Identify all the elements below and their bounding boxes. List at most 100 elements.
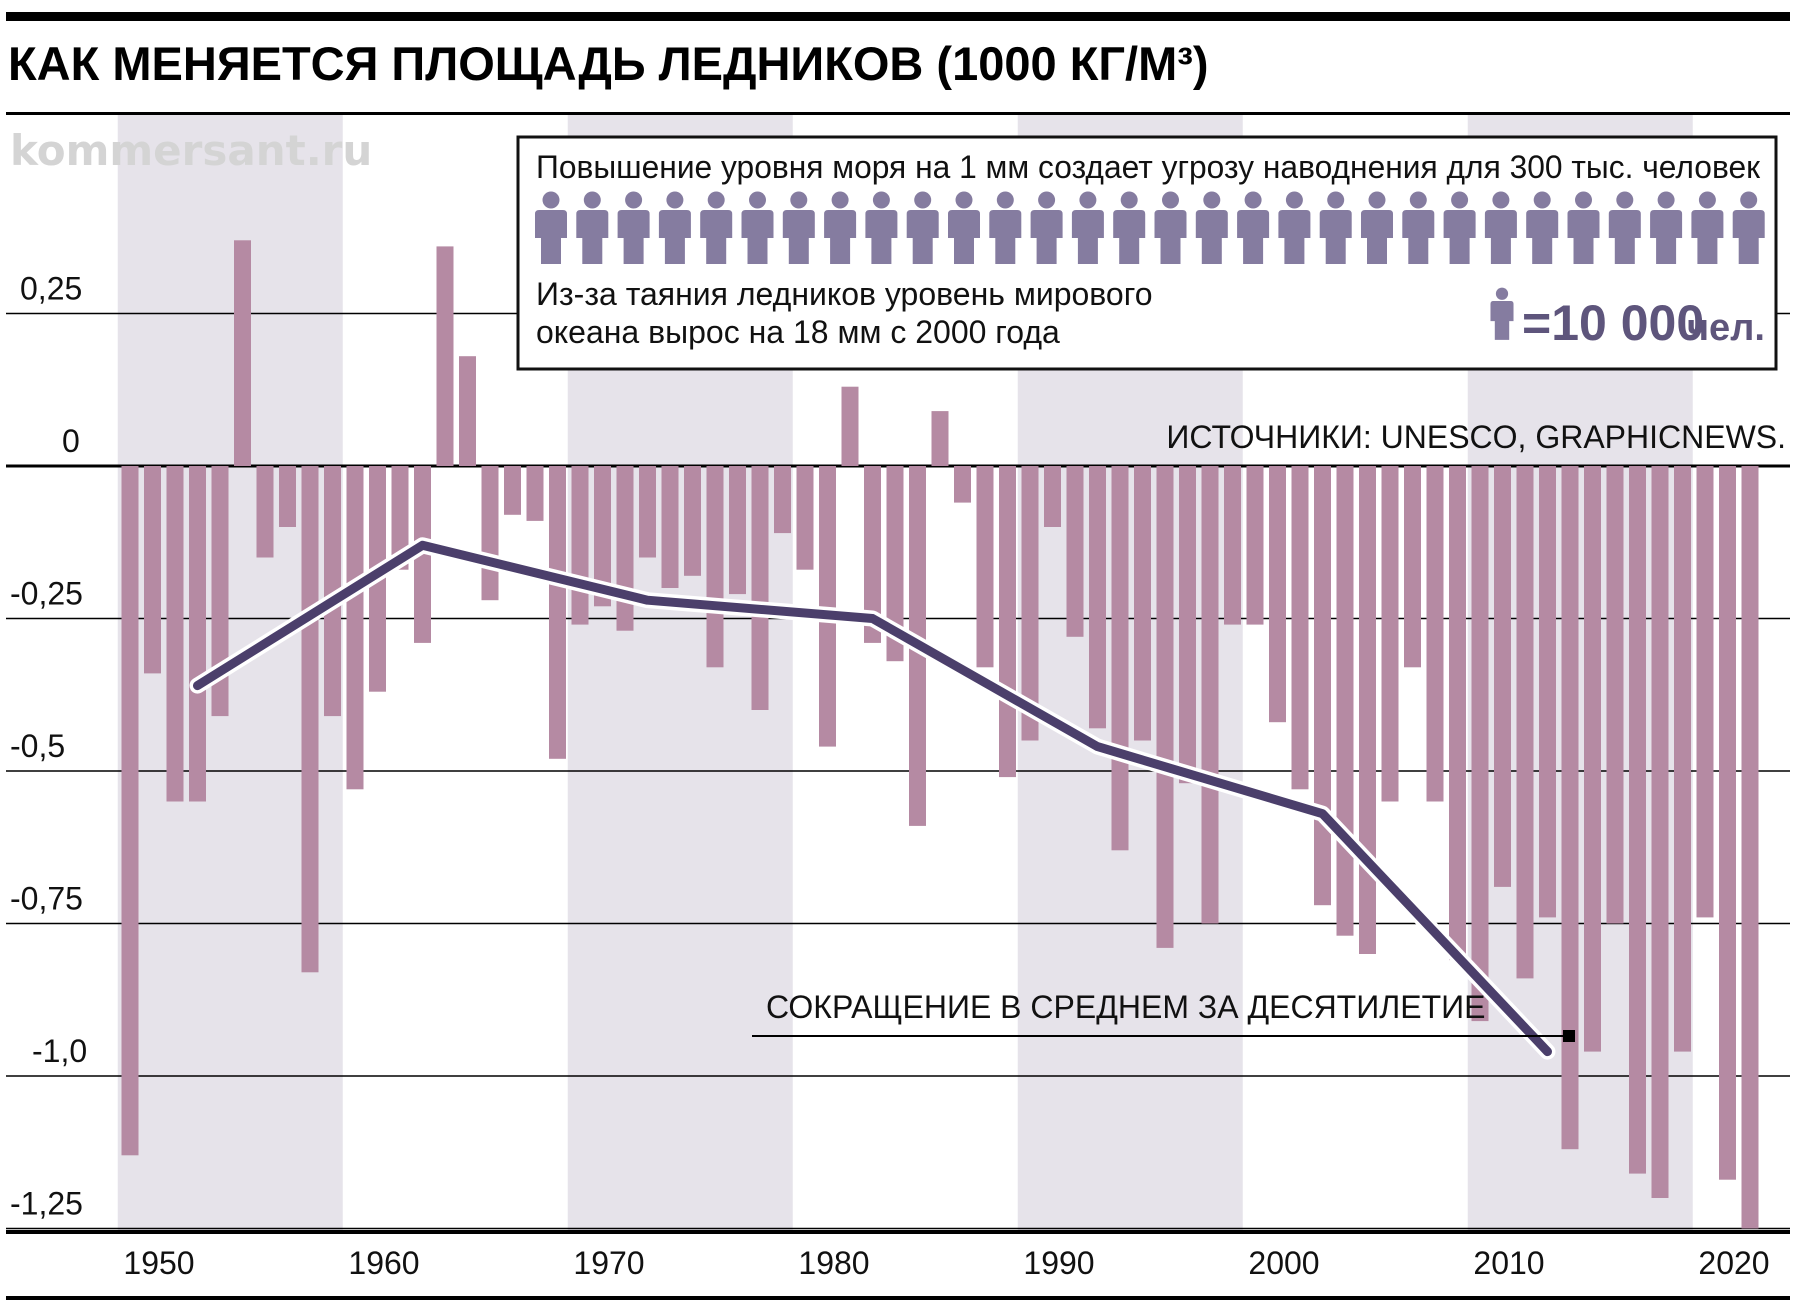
- bar-1955: [234, 240, 251, 466]
- average-label: СОКРАЩЕНИЕ В СРЕДНЕМ ЗА ДЕСЯТИЛЕТИЕ: [766, 989, 1485, 1025]
- x-axis: 1950 1960 1970 1980 1990 2000 2010 2020: [123, 1245, 1769, 1281]
- x-tick-label: 1980: [798, 1245, 869, 1281]
- bar-1987: [954, 466, 971, 503]
- person-icon: [1278, 191, 1311, 264]
- person-icon: [948, 191, 980, 264]
- bar-2012: [1516, 466, 1534, 979]
- bar-2021: [1719, 466, 1736, 1180]
- bar-2014: [1561, 466, 1579, 1150]
- bar-1998: [1201, 466, 1219, 924]
- x-tick-label: 1950: [123, 1245, 194, 1281]
- bar-2011: [1494, 466, 1511, 887]
- x-tick-label: 1990: [1023, 1245, 1094, 1281]
- bar-1989: [999, 466, 1016, 778]
- bar-1999: [1224, 466, 1241, 625]
- bar-2020: [1696, 466, 1714, 918]
- bar-2016: [1606, 466, 1624, 924]
- bar-1971: [594, 466, 611, 607]
- person-icon: [1319, 191, 1352, 264]
- y-tick-label: -0,25: [10, 576, 83, 612]
- bar-1952: [166, 466, 184, 802]
- person-icon: [1732, 191, 1765, 264]
- bar-1957: [279, 466, 296, 527]
- bar-1982: [841, 386, 859, 466]
- x-tick-label: 2010: [1473, 1245, 1544, 1281]
- legend-value: =10 000: [1522, 295, 1704, 351]
- bar-1969: [549, 466, 566, 759]
- person-icon: [1490, 287, 1514, 340]
- bar-1977: [729, 466, 746, 595]
- bar-1981: [819, 466, 836, 747]
- bar-1965: [459, 356, 476, 466]
- person-icon: [1526, 191, 1559, 264]
- legend-unit: чел.: [1687, 307, 1765, 349]
- bar-2017: [1629, 466, 1646, 1174]
- bar-1992: [1066, 466, 1084, 637]
- bar-1958: [301, 466, 319, 973]
- bar-1984: [886, 466, 904, 662]
- x-tick-label: 2000: [1248, 1245, 1319, 1281]
- bar-2005: [1359, 466, 1376, 954]
- bar-2006: [1381, 466, 1399, 802]
- bar-1976: [706, 466, 724, 668]
- bar-2022: [1741, 466, 1759, 1229]
- person-icon: [989, 191, 1022, 264]
- bar-1950: [121, 466, 139, 1156]
- bar-1988: [976, 466, 994, 668]
- bar-1970: [571, 466, 589, 625]
- bar-2002: [1291, 466, 1309, 790]
- sources-note: ИСТОЧНИКИ: UNESCO, GRAPHICNEWS.: [1166, 419, 1786, 455]
- bars: [121, 240, 1759, 1229]
- bar-2010: [1471, 466, 1489, 1022]
- bar-1991: [1044, 466, 1061, 527]
- bar-1978: [751, 466, 769, 710]
- bar-1980: [796, 466, 814, 570]
- person-icon: [741, 191, 774, 264]
- bar-1956: [256, 466, 274, 558]
- person-icon: [1402, 191, 1435, 264]
- bar-2001: [1269, 466, 1286, 723]
- bar-2008: [1426, 466, 1444, 802]
- y-tick-label: 0: [62, 423, 80, 459]
- chart-title: КАК МЕНЯЕТСЯ ПЛОЩАДЬ ЛЕДНИКОВ (1000 КГ/М…: [8, 37, 1209, 90]
- bar-1993: [1089, 466, 1106, 729]
- bar-2019: [1674, 466, 1691, 1052]
- average-marker: [1563, 1030, 1575, 1042]
- bar-1967: [504, 466, 521, 515]
- bar-1953: [189, 466, 206, 802]
- info-box: Повышение уровня моря на 1 мм создает уг…: [516, 135, 1778, 371]
- person-icon: [865, 191, 898, 264]
- person-icon: [617, 191, 650, 264]
- bar-2018: [1651, 466, 1669, 1198]
- people-row: [535, 191, 1765, 264]
- bar-1994: [1111, 466, 1129, 851]
- y-tick-label: -0,75: [10, 881, 83, 917]
- bar-1986: [931, 411, 949, 466]
- person-icon: [1567, 191, 1600, 264]
- bottom-rule: [6, 1296, 1790, 1300]
- bar-1975: [684, 466, 701, 576]
- bar-1973: [639, 466, 656, 558]
- y-tick-label: -1,0: [32, 1033, 87, 1069]
- bar-1951: [144, 466, 161, 674]
- top-rule: [6, 12, 1790, 21]
- watermark: kommersant.ru: [10, 126, 372, 175]
- bar-2015: [1584, 466, 1601, 1052]
- bar-1959: [324, 466, 341, 717]
- person-icon: [906, 191, 939, 264]
- bar-2003: [1314, 466, 1331, 906]
- info-headline: Повышение уровня моря на 1 мм создает уг…: [536, 149, 1761, 185]
- person-icon: [1361, 191, 1393, 264]
- person-icon: [1691, 191, 1724, 264]
- bar-1966: [481, 466, 499, 601]
- bar-1968: [526, 466, 544, 521]
- bar-1990: [1021, 466, 1039, 741]
- person-icon: [658, 191, 691, 264]
- bar-2013: [1539, 466, 1556, 918]
- decade-average-line: [189, 537, 1556, 1060]
- person-icon: [1237, 191, 1270, 264]
- y-tick-label: -0,5: [10, 728, 65, 764]
- bar-1972: [616, 466, 634, 631]
- person-icon: [1443, 191, 1476, 264]
- bar-2007: [1404, 466, 1421, 668]
